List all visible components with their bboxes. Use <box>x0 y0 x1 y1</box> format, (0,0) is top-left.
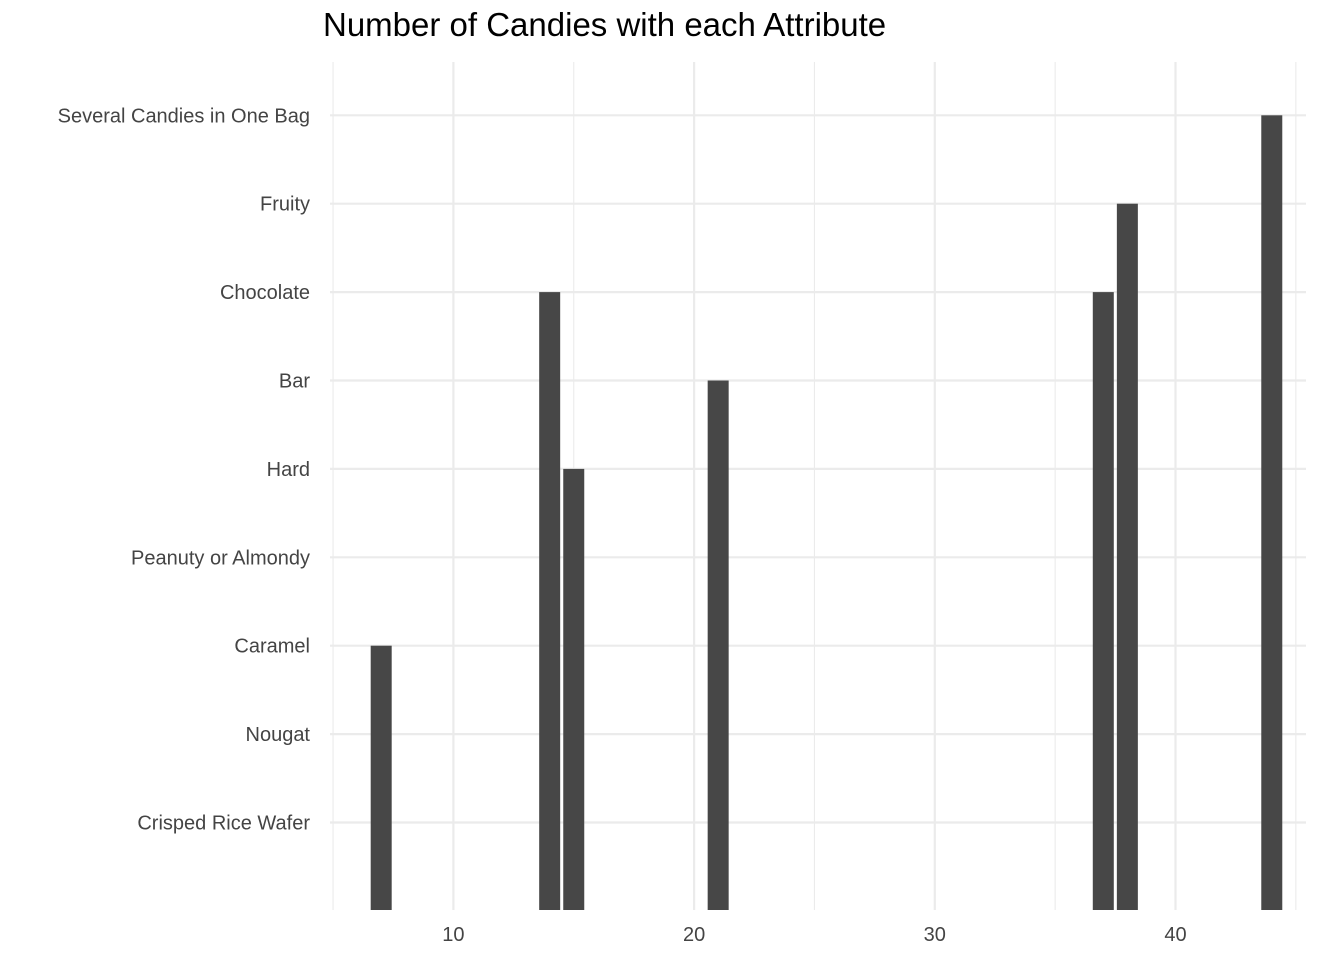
tick-labels: Crisped Rice Wafer Nougat Caramel Peanuty o… <box>58 105 1187 946</box>
bar <box>370 645 392 910</box>
bar <box>539 292 561 911</box>
bar <box>1092 292 1114 911</box>
y-tick-label: Several Candies in One Bag <box>58 105 310 127</box>
y-tick-label: Caramel <box>234 636 310 658</box>
y-tick-label: Nougat <box>246 724 311 746</box>
bars <box>370 115 1283 911</box>
y-tick-label: Bar <box>279 371 310 393</box>
gridlines <box>330 62 1306 910</box>
bar <box>1116 203 1138 910</box>
bar <box>563 468 585 910</box>
x-tick-label: 20 <box>683 924 705 946</box>
y-tick-label: Crisped Rice Wafer <box>137 813 310 835</box>
y-tick-label: Hard <box>267 459 310 481</box>
y-tick-label: Peanuty or Almondy <box>131 547 310 569</box>
x-tick-label: 10 <box>442 924 464 946</box>
x-tick-label: 40 <box>1164 924 1186 946</box>
chart-title: Number of Candies with each Attribute <box>323 6 887 43</box>
bar <box>1261 115 1283 911</box>
y-tick-label: Fruity <box>260 194 310 216</box>
bar <box>707 380 729 910</box>
y-tick-label: Chocolate <box>220 282 310 304</box>
x-tick-label: 30 <box>924 924 946 946</box>
